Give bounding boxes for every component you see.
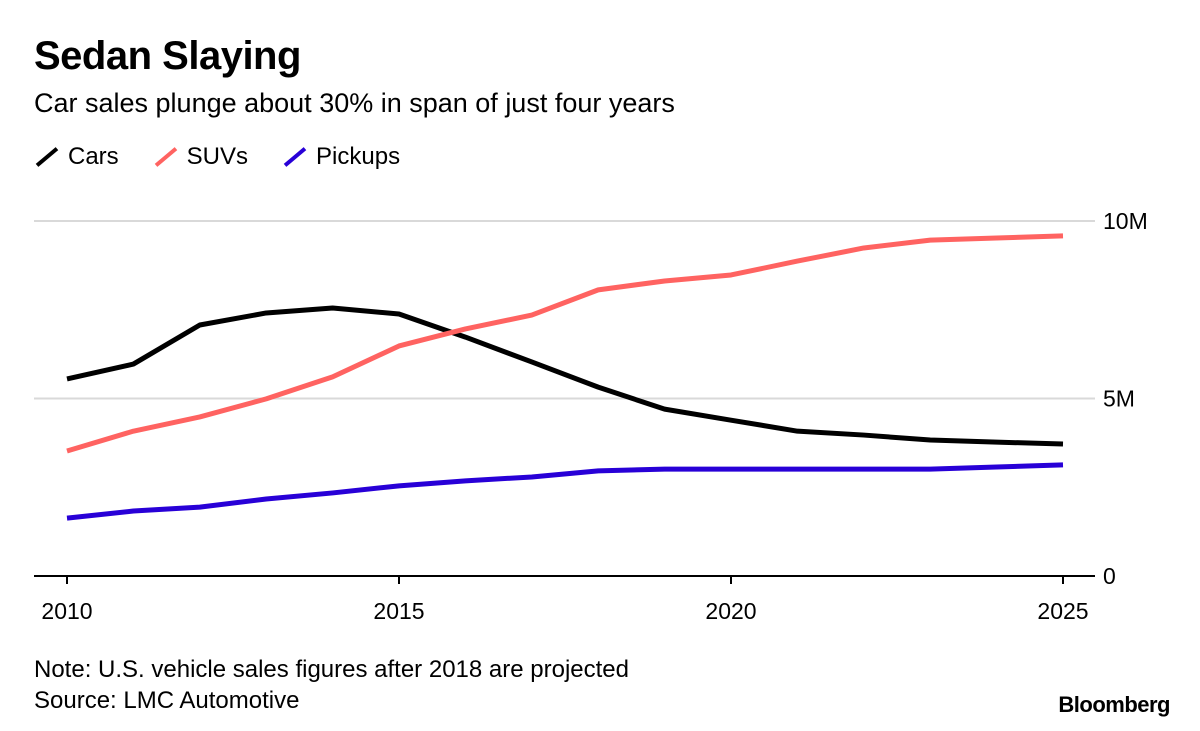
y-tick-label: 5M [1103, 386, 1135, 412]
x-tick-label: 2020 [705, 598, 756, 624]
y-tick-label: 10M [1103, 208, 1148, 234]
legend-label-pickups: Pickups [316, 143, 401, 170]
footnote: Note: U.S. vehicle sales figures after 2… [34, 654, 629, 716]
legend: Cars SUVs Pickups [34, 143, 400, 171]
series-line-pickups [66, 462, 1064, 521]
legend-label-suvs: SUVs [186, 143, 249, 170]
legend-item-suvs: SUVs [153, 143, 248, 171]
chart-title: Sedan Slaying [34, 34, 301, 78]
y-tick-label: 0 [1103, 563, 1116, 589]
legend-item-cars: Cars [34, 143, 119, 171]
series-line-cars [66, 305, 1064, 447]
x-tick-label: 2025 [1037, 598, 1088, 624]
note-text: Note: U.S. vehicle sales figures after 2… [34, 656, 629, 683]
legend-item-pickups: Pickups [282, 143, 400, 171]
legend-label-cars: Cars [68, 143, 119, 170]
source-text: Source: LMC Automotive [34, 687, 300, 714]
series-line-suvs [66, 233, 1064, 454]
bloomberg-logo: Bloomberg [1058, 692, 1170, 717]
x-tick-label: 2010 [41, 598, 92, 624]
x-tick-label: 2015 [373, 598, 424, 624]
chart-subtitle: Car sales plunge about 30% in span of ju… [34, 88, 675, 118]
